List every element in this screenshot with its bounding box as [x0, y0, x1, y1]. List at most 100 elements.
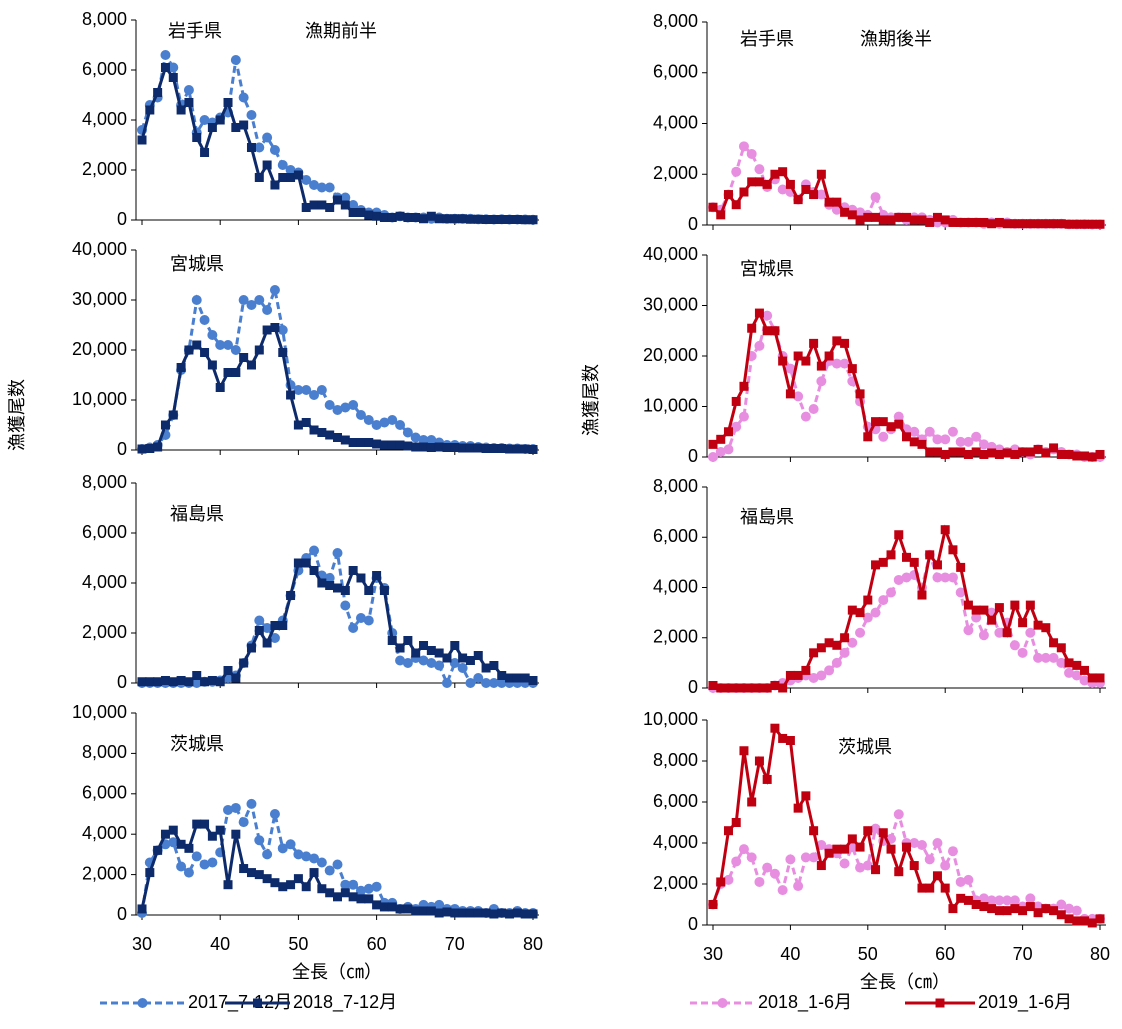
- y-tick-label: 10,000: [72, 389, 127, 409]
- marker: [785, 670, 795, 680]
- marker: [434, 214, 444, 224]
- marker: [489, 215, 499, 224]
- marker: [497, 908, 507, 918]
- marker: [449, 658, 460, 668]
- marker: [979, 449, 989, 459]
- marker: [254, 142, 265, 153]
- marker: [955, 876, 966, 887]
- marker: [191, 295, 202, 305]
- panel-subtitle: 漁期前半: [305, 21, 377, 41]
- marker: [356, 208, 366, 217]
- marker: [1064, 658, 1074, 668]
- marker: [855, 389, 865, 399]
- marker: [947, 426, 958, 437]
- marker: [870, 192, 881, 203]
- marker: [184, 677, 194, 687]
- marker: [979, 902, 989, 912]
- marker: [505, 215, 515, 224]
- marker: [762, 179, 772, 189]
- marker: [270, 180, 280, 190]
- marker: [987, 615, 997, 625]
- marker: [940, 525, 950, 535]
- marker: [395, 643, 405, 653]
- marker: [986, 895, 997, 906]
- marker: [855, 207, 866, 218]
- marker: [808, 672, 819, 683]
- marker: [1049, 906, 1059, 916]
- marker: [309, 545, 320, 556]
- panel-title: 岩手県: [740, 29, 794, 49]
- marker: [285, 165, 296, 175]
- marker: [301, 385, 312, 395]
- marker: [924, 426, 935, 437]
- marker: [426, 443, 436, 452]
- marker: [1025, 600, 1035, 610]
- marker: [355, 885, 366, 896]
- marker: [450, 908, 460, 918]
- marker: [481, 444, 491, 453]
- y-tick-label: 4,000: [653, 112, 698, 132]
- marker: [168, 825, 178, 835]
- marker: [963, 436, 974, 447]
- marker: [778, 683, 788, 693]
- marker: [434, 648, 444, 658]
- marker: [269, 285, 280, 295]
- marker: [956, 447, 966, 457]
- marker: [325, 581, 335, 590]
- marker: [395, 211, 405, 221]
- marker: [262, 623, 273, 633]
- marker: [886, 587, 897, 598]
- marker: [785, 179, 795, 189]
- marker: [963, 895, 973, 905]
- marker: [994, 906, 1004, 916]
- y-tick-label: 10,000: [643, 709, 698, 729]
- marker: [239, 120, 249, 130]
- marker: [403, 441, 413, 451]
- marker: [183, 867, 194, 878]
- panel-title: 茨城県: [170, 734, 224, 754]
- marker: [762, 774, 772, 784]
- marker: [317, 884, 327, 894]
- marker: [809, 826, 819, 836]
- marker: [1010, 219, 1020, 229]
- marker: [293, 558, 303, 568]
- marker: [145, 444, 155, 453]
- marker: [762, 326, 772, 336]
- marker: [505, 444, 515, 454]
- marker: [192, 819, 202, 829]
- marker: [434, 899, 445, 910]
- marker: [754, 876, 765, 887]
- marker: [286, 390, 296, 400]
- marker: [955, 587, 966, 598]
- marker: [403, 636, 413, 645]
- marker: [340, 192, 351, 203]
- y-tick-label: 4,000: [82, 823, 127, 843]
- marker: [1025, 627, 1036, 638]
- marker: [909, 215, 919, 225]
- marker: [340, 435, 350, 445]
- marker: [816, 861, 826, 871]
- marker: [824, 665, 835, 676]
- marker: [481, 678, 492, 688]
- marker: [1040, 652, 1051, 663]
- marker: [333, 433, 342, 442]
- marker: [708, 900, 718, 909]
- marker: [1071, 905, 1082, 916]
- marker: [286, 591, 296, 600]
- marker: [1041, 219, 1051, 229]
- marker: [246, 360, 256, 370]
- marker: [917, 215, 927, 225]
- marker: [893, 411, 904, 422]
- marker: [901, 572, 912, 583]
- marker: [363, 615, 374, 626]
- marker: [754, 177, 764, 187]
- marker: [747, 797, 757, 807]
- marker: [481, 663, 491, 673]
- marker: [301, 418, 311, 427]
- marker: [372, 439, 382, 449]
- marker: [254, 345, 264, 355]
- marker: [793, 391, 804, 402]
- marker: [262, 325, 272, 335]
- marker: [176, 676, 186, 685]
- marker: [372, 900, 382, 910]
